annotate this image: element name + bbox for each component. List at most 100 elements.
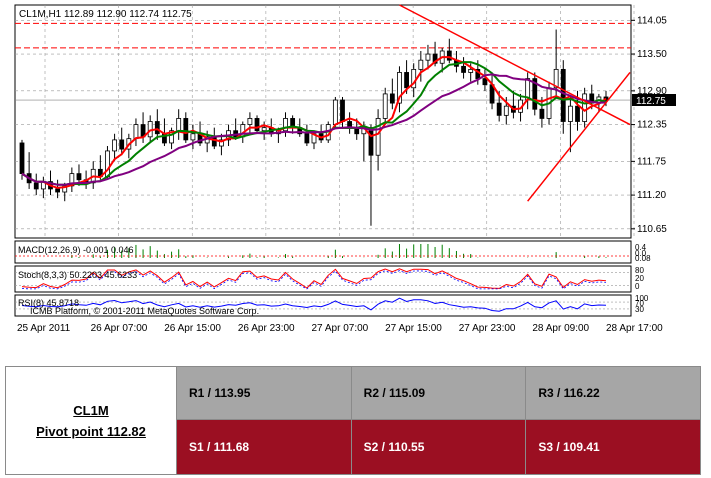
stoch-main-line [21,268,607,289]
price-chart-panel: 114.05 113.50 112.90 112.35 111.75 111.20 110.… [0,0,711,345]
macd-frame [14,240,632,264]
trend-line-down [399,4,631,126]
trend-line-up [527,71,631,202]
price-tick-label: 111.75 [637,156,667,167]
current-price-box [632,94,676,106]
price-tick-label: 112.35 [637,120,667,131]
candle-bullish [169,130,174,144]
candle-bullish [567,105,573,122]
candle-bearish [154,121,160,135]
candle-bearish [446,50,452,61]
stoch-tick-label: 0 [635,282,640,291]
candle-bearish [33,182,39,190]
candle-bullish [133,124,139,140]
candle-bearish [368,127,374,156]
candle-bearish [575,105,580,122]
rsi-tick-label: 30 [635,305,644,314]
candle-bullish [582,93,588,122]
candle-bearish [254,118,260,132]
candle-bullish [553,68,559,89]
candle-bullish [397,72,402,104]
candle-bearish [389,93,395,104]
copyright-text: ICMB Platform, © 2001-2011 MetaQuotes So… [30,306,259,316]
candle-bearish [461,65,466,73]
time-tick-label: 25 Apr 2011 [17,323,71,334]
current-price-marker: 112.75 [632,94,676,107]
candle-bearish [404,72,409,89]
rsi-tick-label: 70 [635,299,644,308]
macd-tick-label: 0.08 [635,254,651,263]
symbol-header: CL1M,H1 112.89 112.90 112.74 112.75 [19,9,192,20]
pivot-symbol: CL1M [73,402,109,418]
time-tick-label: 26 Apr 23:00 [238,323,295,334]
time-tick-label: 27 Apr 15:00 [385,323,442,334]
candle-bullish [176,118,182,132]
candle-bullish [62,185,68,193]
time-tick-label: 26 Apr 15:00 [164,323,221,334]
rsi-frame [14,294,632,317]
resistance-3: R3 / 116.22 [525,366,701,420]
stoch-tick-label: 20 [635,274,644,283]
candle-bearish [211,136,217,147]
candle-bearish [304,133,310,144]
ma-slow-line [21,73,607,186]
candle-bullish [105,150,110,178]
candle-bullish [261,127,267,132]
candle-bullish [190,133,196,141]
candle-bearish [496,102,502,116]
moving-averages [21,56,607,189]
rsi-tick-label: 100 [635,294,649,303]
candle-bullish [283,118,288,132]
current-price-label: 112.75 [636,96,666,107]
price-tick-label: 111.20 [637,190,667,201]
resistance-1: R1 / 113.95 [176,366,352,420]
stoch-signal-line [21,270,607,290]
stoch-frame [14,265,632,293]
trend-lines [399,4,631,202]
candle-bullish [247,118,253,125]
candle-bearish [340,99,345,122]
pivot-table: CL1M Pivot point 112.82 R1 / 113.95 R2 /… [5,366,701,475]
candle-bullish [468,68,474,73]
candle-bearish [19,142,25,175]
pivot-symbol-cell: CL1M Pivot point 112.82 [5,366,177,475]
time-tick-label: 28 Apr 17:00 [606,323,663,334]
price-tick-label: 110.65 [637,224,667,235]
price-tick-label: 112.90 [637,86,667,97]
macd-label: MACD(12,26,9) -0.001 0.046 [18,245,134,255]
price-tick-label: 113.50 [637,49,667,60]
macd-tick-label: 0.0 [635,249,647,258]
time-tick-label: 28 Apr 09:00 [532,323,589,334]
rsi-line [21,297,607,312]
candle-bullish [112,139,117,152]
support-2: S2 / 110.55 [350,419,527,475]
candle-bearish [183,118,189,141]
candle-bearish [560,68,566,122]
candle-bearish [119,139,125,150]
time-tick-label: 27 Apr 23:00 [459,323,516,334]
support-1: S1 / 111.68 [176,419,352,475]
candle-bullish [425,53,431,61]
candle-bullish [332,99,338,125]
candle-bearish [539,108,545,119]
chart-background [0,0,711,345]
indicator-lines [15,244,631,312]
axis-ticks: 114.05 113.50 112.90 112.35 111.75 111.20 110.… [17,15,667,334]
macd-tick-label: 0.4 [635,243,647,252]
time-tick-label: 26 Apr 07:00 [91,323,148,334]
resistance-2: R2 / 115.09 [350,366,527,420]
candle-bearish [76,173,82,181]
candle-bearish [532,78,538,110]
candle-bullish [503,105,509,116]
stoch-label: Stoch(8,3,3) 50.2203 45.6233 [18,270,137,280]
price-chart: 114.05 113.50 112.90 112.35 111.75 111.20 110.… [0,0,711,345]
candle-bearish [432,53,438,64]
main-plot-frame [14,4,632,239]
rsi-label: RSI(8) 45.8718 [18,298,79,308]
candle-bullish [418,59,424,70]
candle-bullish [382,93,388,119]
support-3: S3 / 109.41 [525,419,701,475]
ma-fast-line [21,56,607,189]
grid-lines [15,5,635,238]
price-tick-label: 114.05 [637,15,667,26]
